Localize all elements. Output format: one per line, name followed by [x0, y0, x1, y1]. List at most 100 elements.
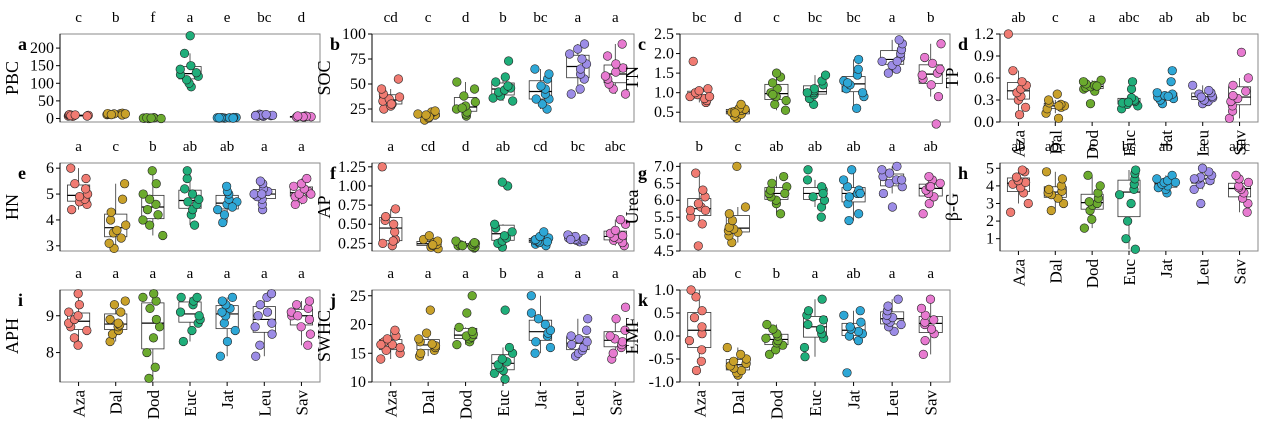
- data-point: [255, 340, 265, 350]
- data-point: [304, 296, 315, 306]
- data-point: [852, 103, 862, 113]
- data-point: [618, 231, 628, 241]
- x-tick-label: Aza: [70, 390, 89, 418]
- data-point: [545, 342, 556, 353]
- data-point: [194, 311, 204, 321]
- significance-letter: abc: [1229, 139, 1250, 155]
- data-point: [147, 166, 157, 176]
- data-point: [697, 345, 707, 355]
- panel-letter: g: [638, 163, 647, 183]
- data-point: [67, 204, 77, 215]
- data-point: [1017, 77, 1027, 87]
- data-point: [82, 111, 92, 121]
- data-point: [178, 336, 188, 347]
- y-tick-label: 1.5: [654, 65, 674, 82]
- data-point: [817, 294, 827, 304]
- data-point: [489, 368, 499, 378]
- data-point: [390, 227, 400, 237]
- significance-letter: a: [298, 266, 305, 282]
- data-point: [615, 215, 626, 225]
- data-point: [109, 300, 120, 310]
- y-tick-label: 4: [46, 212, 54, 229]
- x-tick-label: Jat: [845, 390, 864, 409]
- data-point: [539, 227, 549, 237]
- data-point: [302, 173, 312, 184]
- x-tick-label: Sav: [1231, 259, 1250, 285]
- data-point: [80, 184, 91, 194]
- data-point: [1197, 163, 1208, 173]
- data-point: [575, 64, 586, 74]
- x-tick-label: Dal: [1046, 130, 1065, 155]
- significance-letter: a: [612, 10, 619, 26]
- data-point: [187, 189, 198, 199]
- data-point: [215, 351, 225, 361]
- data-point: [451, 236, 461, 246]
- data-point: [685, 205, 695, 215]
- data-point: [457, 103, 467, 113]
- significance-letter: c: [75, 10, 82, 26]
- significance-letter: ab: [1196, 10, 1210, 26]
- x-tick-label: Euc: [181, 390, 200, 417]
- significance-letter: a: [889, 10, 896, 26]
- data-point: [81, 173, 91, 184]
- data-point: [820, 70, 831, 80]
- data-point: [611, 314, 621, 324]
- y-tick-label: 1.0: [654, 85, 674, 102]
- data-point: [189, 220, 200, 230]
- y-tick-label: 200: [30, 40, 54, 57]
- significance-letter: a: [150, 266, 157, 282]
- data-point: [600, 71, 611, 81]
- data-point: [158, 230, 168, 241]
- y-tick-label: 150: [30, 58, 54, 75]
- significance-letter: bc: [533, 10, 548, 26]
- significance-letter: a: [187, 266, 194, 282]
- y-tick-label: 2: [986, 213, 994, 230]
- data-point: [767, 78, 778, 88]
- data-point: [381, 211, 391, 222]
- x-tick-label: Dal: [1046, 259, 1065, 284]
- data-point: [620, 302, 631, 312]
- significance-letter: b: [499, 266, 507, 282]
- data-point: [120, 179, 130, 189]
- data-point: [194, 194, 204, 204]
- data-point: [1083, 170, 1093, 180]
- data-point: [700, 205, 711, 215]
- data-point: [1196, 198, 1206, 209]
- data-point: [1078, 77, 1089, 87]
- x-tick-label: Aza: [382, 390, 401, 418]
- data-point: [1079, 223, 1089, 233]
- data-point: [736, 99, 746, 109]
- data-point: [255, 300, 265, 310]
- data-point: [381, 345, 391, 355]
- data-point: [150, 362, 160, 372]
- data-point: [808, 192, 818, 202]
- data-point: [293, 111, 303, 121]
- significance-letter: ab: [1159, 10, 1173, 26]
- data-point: [693, 241, 703, 251]
- significance-letter: cd: [384, 10, 399, 26]
- data-point: [395, 342, 405, 353]
- data-point: [388, 236, 398, 246]
- significance-letter: ab: [924, 139, 938, 155]
- data-point: [610, 225, 620, 235]
- x-tick-label: Leu: [1194, 130, 1213, 157]
- data-point: [703, 84, 713, 94]
- significance-letter: ab: [846, 139, 860, 155]
- data-point: [1236, 47, 1247, 57]
- significance-letter: ab: [496, 139, 510, 155]
- data-point: [303, 340, 313, 350]
- data-point: [421, 110, 431, 120]
- y-tick-label: 4.5: [654, 243, 674, 260]
- y-axis-label: TN: [622, 66, 642, 90]
- panel-d: 0.00.30.60.91.2dTPabAzacDalaDodabcEucabJ…: [942, 10, 1259, 159]
- significance-letter: abc: [1119, 10, 1140, 26]
- data-point: [73, 340, 83, 350]
- data-point: [292, 300, 302, 310]
- y-tick-label: 1.0: [654, 282, 674, 299]
- data-point: [113, 318, 123, 328]
- data-point: [452, 77, 462, 87]
- data-point: [693, 199, 704, 209]
- data-point: [768, 324, 778, 334]
- data-point: [1228, 80, 1238, 90]
